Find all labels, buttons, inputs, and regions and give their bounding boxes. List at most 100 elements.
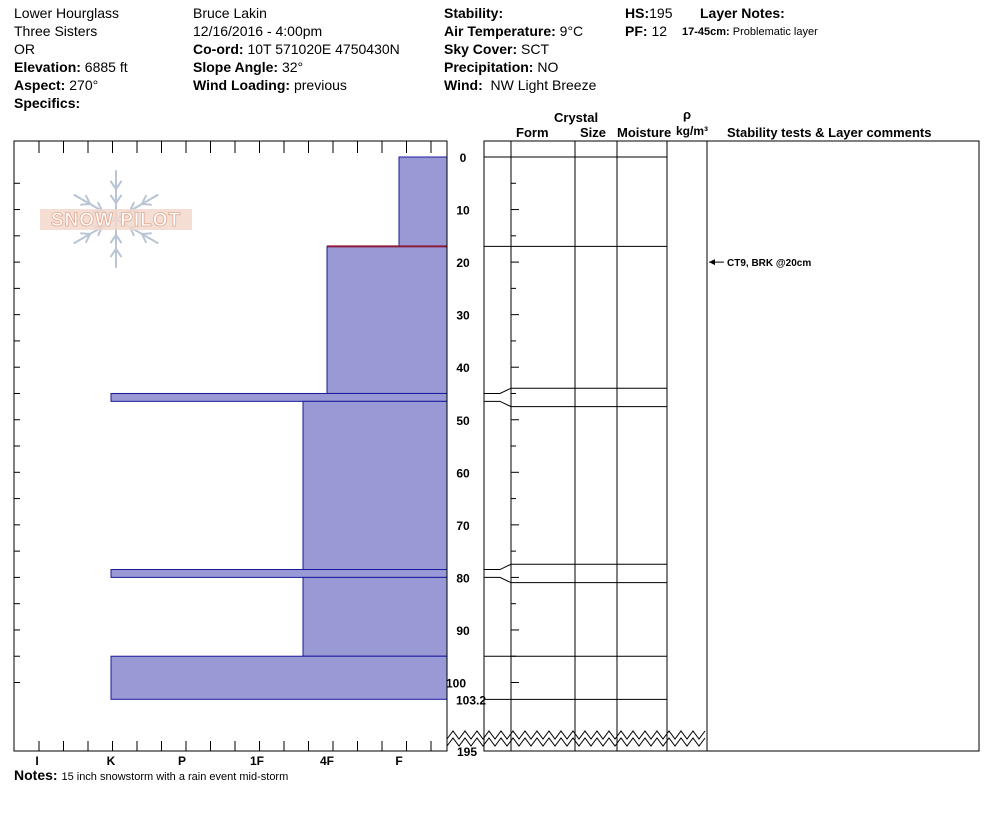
- pf-row: PF: 12: [625, 22, 672, 40]
- logo-text: SNOW PILOT: [51, 210, 181, 231]
- size-header: Size: [580, 125, 607, 140]
- observation-datetime: 12/16/2016 - 4:00pm: [193, 23, 323, 39]
- snowflake-branch: [140, 233, 147, 244]
- snowflake-branch: [115, 180, 123, 190]
- location-name: Lower Hourglass: [14, 5, 120, 21]
- stability-comments: CT9, BRK @20cm: [709, 258, 811, 269]
- depth-tick-label: 50: [456, 414, 470, 428]
- depth-tick-label: 100: [446, 677, 466, 691]
- wind-row: Wind: NW Light Breeze: [444, 76, 596, 94]
- stability-tests-header: Stability tests & Layer comments: [727, 125, 932, 140]
- stability-label: Stability:: [444, 5, 504, 21]
- comment-arrow: [709, 259, 715, 266]
- boundary-connector: [484, 400, 512, 408]
- snowflake-branch: [109, 194, 117, 204]
- air-temp-label: Air Temperature:: [444, 23, 556, 39]
- header-weather-info: Stability: Air Temperature: 9°C Sky Cove…: [444, 4, 596, 94]
- precip-value: NO: [537, 59, 559, 75]
- depth-tick-label: 20: [456, 256, 470, 270]
- pf-label: PF:: [625, 23, 648, 39]
- snowpilot-logo: SNOW PILOT: [40, 170, 192, 268]
- header-site-info: Lower Hourglass Three Sisters OR Elevati…: [14, 4, 128, 112]
- depth-tick-label: 80: [456, 571, 470, 585]
- stability-comment-text: CT9, BRK @20cm: [727, 258, 811, 269]
- header-observation-info: Bruce Lakin 12/16/2016 - 4:00pm Co-ord: …: [193, 4, 400, 94]
- air-temp-value: 9°C: [559, 23, 584, 39]
- hardness-layer-bar: [302, 576, 448, 657]
- stability-row: Stability:: [444, 4, 596, 22]
- wind-loading-value: previous: [293, 77, 347, 93]
- hs-label: HS:: [625, 5, 650, 21]
- observer-name: Bruce Lakin: [193, 5, 267, 21]
- depth-break-zigzag: [446, 737, 706, 747]
- layer-notes-label: Layer Notes:: [700, 5, 785, 21]
- aspect-value: 270°: [69, 77, 99, 93]
- notes-label: Notes:: [14, 767, 58, 783]
- boundary-connector: [484, 576, 512, 584]
- snowflake-branch: [85, 194, 92, 205]
- depth-axis: 0 10 20 30 40 50 60 70 80 90 100 103.2 195: [446, 151, 486, 759]
- snowflake-branch: [80, 232, 92, 235]
- grain-profile-columns: [446, 140, 980, 752]
- layer-note-row: 17-45cm: Problematic layer: [682, 23, 818, 41]
- hs-value: 195: [649, 5, 673, 21]
- profile-frame: [483, 140, 980, 752]
- aspect-label: Aspect:: [14, 77, 66, 93]
- hardness-tick-label: 1F: [250, 754, 264, 768]
- depth-break-zigzag: [446, 730, 706, 740]
- form-header: Form: [516, 125, 549, 140]
- hardness-layer-bar: [398, 156, 448, 247]
- depth-tick-label: 10: [456, 204, 470, 218]
- wind-value: NW Light Breeze: [490, 77, 597, 93]
- range-name: Three Sisters: [14, 23, 98, 39]
- snowflake-branch: [140, 203, 152, 206]
- hardness-tick-label: I: [35, 754, 38, 768]
- depth-tick-label: 40: [456, 361, 470, 375]
- hardness-layers: [110, 156, 448, 700]
- elevation-label: Elevation:: [14, 59, 81, 75]
- coord-value: 10T 571020E 4750430N: [247, 41, 400, 57]
- slope-row: Slope Angle: 32°: [193, 58, 400, 76]
- hardness-layer-bar: [110, 655, 448, 700]
- rho-header: ρ: [683, 107, 692, 122]
- hardness-layer-bar: [110, 392, 448, 402]
- hardness-tick-label: 4F: [320, 754, 334, 768]
- slope-label: Slope Angle:: [193, 59, 279, 75]
- elevation-value: 6885 ft: [84, 59, 128, 75]
- air-temp-row: Air Temperature: 9°C: [444, 22, 596, 40]
- sky-value: SCT: [521, 41, 550, 57]
- pf-value: 12: [651, 23, 668, 39]
- wind-loading-label: Wind Loading:: [193, 77, 291, 93]
- sky-label: Sky Cover:: [444, 41, 518, 57]
- snowflake-branch: [85, 233, 92, 244]
- snowflake-branch: [115, 248, 123, 258]
- depth-tick-label: 70: [456, 519, 470, 533]
- hardness-tick-label: F: [395, 754, 402, 768]
- hardness-layer-bar: [110, 569, 448, 578]
- depth-extra-label: 103.2: [456, 693, 486, 707]
- depth-tick-label: 0: [460, 151, 467, 165]
- snowflake-branch: [109, 180, 117, 190]
- wind-label: Wind:: [444, 77, 483, 93]
- elevation-row: Elevation: 6885 ft: [14, 58, 128, 76]
- aspect-row: Aspect: 270°: [14, 76, 128, 94]
- snowflake-branch: [80, 203, 92, 206]
- snowflake-branch: [115, 234, 123, 244]
- wind-loading-row: Wind Loading: previous: [193, 76, 400, 94]
- precip-row: Precipitation: NO: [444, 58, 596, 76]
- hs-row: HS:195: [625, 4, 672, 22]
- hardness-tick-label: P: [178, 754, 186, 768]
- specifics-row: Specifics:: [14, 94, 128, 112]
- snowflake-branch: [140, 194, 147, 205]
- coord-label: Co-ord:: [193, 41, 244, 57]
- slope-value: 32°: [281, 59, 304, 75]
- snowflake-branch: [109, 234, 117, 244]
- snowflake-branch: [140, 232, 152, 235]
- layer-notes-block: Layer Notes:: [700, 4, 785, 22]
- boundary-connector: [484, 387, 512, 394]
- depth-total-label: 195: [457, 745, 477, 759]
- hardness-tick-label: K: [107, 754, 116, 768]
- header-snow-info: HS:195 PF: 12: [625, 4, 672, 40]
- layer-note-range: 17-45cm:: [682, 26, 730, 38]
